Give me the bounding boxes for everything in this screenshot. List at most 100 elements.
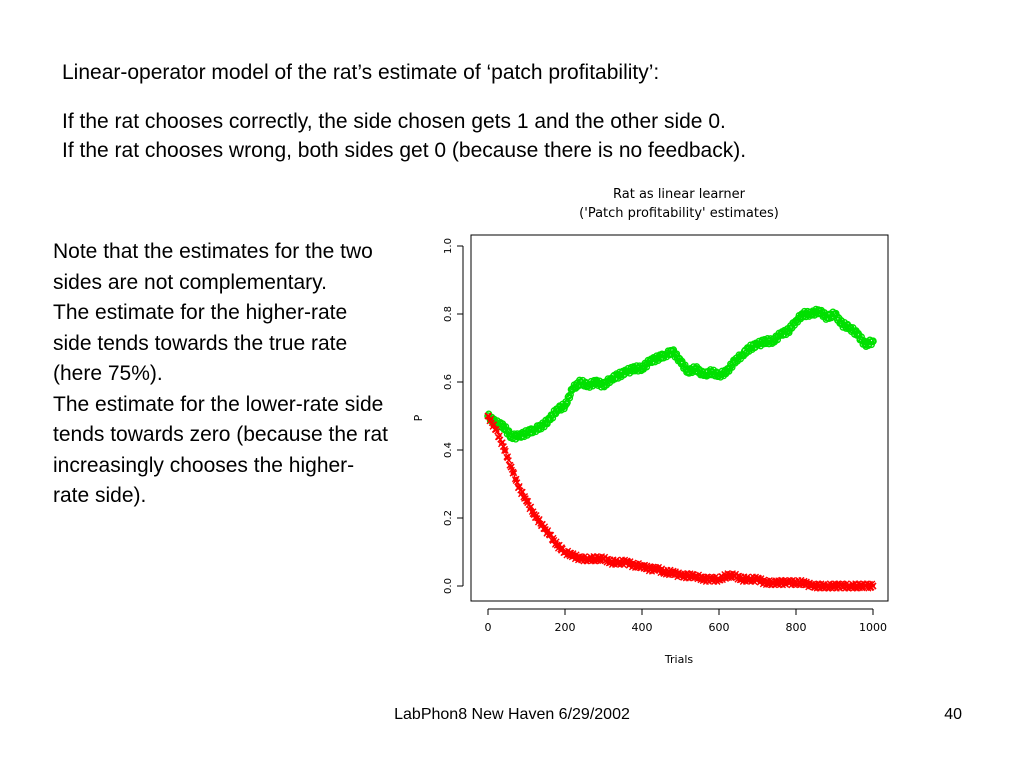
note-text: Note that the estimates for the two side…: [53, 237, 388, 512]
data-point: [776, 330, 785, 339]
data-point: [684, 368, 693, 376]
data-point: [684, 572, 692, 580]
data-point: [507, 463, 515, 471]
data-point: [507, 432, 515, 441]
data-point: [515, 432, 523, 441]
series-1: [484, 412, 877, 592]
data-point: [853, 330, 862, 339]
data-series: [484, 305, 877, 592]
page-number: 40: [944, 706, 962, 723]
data-point: [646, 565, 654, 573]
data-point: [761, 579, 769, 587]
data-point: [700, 575, 708, 583]
data-point: [730, 572, 738, 580]
chart-container: Rat as linear learner ('Patch profitabil…: [405, 180, 905, 680]
trail-mark: [491, 421, 498, 428]
y-tick-label: 0.0: [443, 578, 454, 594]
data-point: [800, 579, 808, 587]
y-tick-label: 0.2: [443, 510, 454, 526]
data-point: [676, 572, 685, 580]
data-point: [522, 429, 531, 437]
x-tick-label: 600: [709, 621, 730, 634]
x-tick-label: 400: [632, 621, 653, 634]
data-point: [676, 357, 685, 366]
data-point: [522, 497, 531, 505]
data-point: [753, 340, 762, 349]
data-point: [784, 327, 793, 335]
data-point: [792, 579, 800, 587]
data-point: [592, 378, 600, 386]
data-point: [515, 483, 523, 491]
data-point: [761, 337, 770, 345]
x-axis: 0 200 400 600 800 1000: [485, 608, 887, 634]
data-point: [822, 313, 831, 322]
data-point: [861, 582, 869, 590]
data-point: [753, 575, 762, 583]
data-point: [568, 385, 577, 393]
chart-title: Rat as linear learner: [613, 187, 746, 202]
series-0-trail: [485, 305, 876, 443]
data-point: [769, 579, 777, 587]
data-point: [538, 521, 546, 529]
data-point: [807, 310, 816, 318]
data-point: [561, 402, 569, 410]
learning-curve-chart: Rat as linear learner ('Patch profitabil…: [412, 187, 889, 666]
data-point: [777, 579, 785, 587]
data-point: [784, 579, 792, 587]
data-point: [546, 531, 554, 539]
intro-line-wrong: If the rat chooses wrong, both sides get…: [62, 139, 747, 162]
data-point: [769, 337, 777, 345]
data-point: [854, 582, 862, 590]
data-point: [861, 340, 870, 349]
data-point: [623, 558, 631, 566]
data-point: [669, 568, 677, 576]
data-point: [838, 320, 847, 328]
y-tick-label: 1.0: [443, 238, 454, 254]
data-point: [607, 558, 615, 566]
note-paragraph-higher-rate: The estimate for the higher-rate side te…: [53, 301, 348, 385]
trail-mark: [514, 479, 521, 486]
data-point: [592, 555, 600, 563]
y-tick-label: 0.6: [443, 374, 454, 390]
data-point: [846, 582, 854, 590]
data-point: [869, 582, 877, 590]
trail-mark: [505, 457, 512, 464]
data-point: [715, 575, 723, 583]
y-tick-label: 0.8: [443, 306, 454, 322]
data-point: [738, 575, 746, 583]
data-point: [807, 582, 815, 590]
data-point: [846, 323, 854, 332]
data-point: [545, 415, 554, 424]
data-point: [561, 548, 569, 556]
data-point: [707, 368, 716, 376]
data-point: [615, 371, 623, 379]
data-point: [484, 412, 492, 420]
data-point: [530, 425, 538, 434]
trail-mark: [502, 447, 509, 454]
data-point: [738, 351, 746, 359]
data-point: [830, 582, 839, 590]
data-point: [723, 572, 731, 580]
data-point: [661, 568, 669, 576]
trail-mark: [566, 394, 574, 402]
data-point: [707, 575, 715, 583]
data-point: [569, 551, 577, 559]
data-point: [499, 422, 508, 430]
data-point: [730, 357, 739, 366]
data-point: [499, 443, 507, 451]
intro-text: If the rat chooses correctly, the side c…: [62, 107, 746, 165]
data-point: [823, 582, 831, 590]
x-tick-label: 0: [485, 621, 492, 634]
data-point: [553, 541, 561, 549]
data-point: [792, 317, 800, 325]
data-point: [668, 347, 677, 356]
data-point: [599, 381, 608, 390]
data-point: [869, 337, 877, 345]
data-point: [815, 582, 823, 590]
y-axis-label: P: [412, 414, 425, 421]
data-point: [638, 562, 646, 570]
series-0: [484, 305, 877, 443]
footer-text: LabPhon8 New Haven 6/29/2002: [394, 706, 630, 723]
series-1-trail: [485, 413, 876, 592]
data-point: [584, 381, 592, 390]
